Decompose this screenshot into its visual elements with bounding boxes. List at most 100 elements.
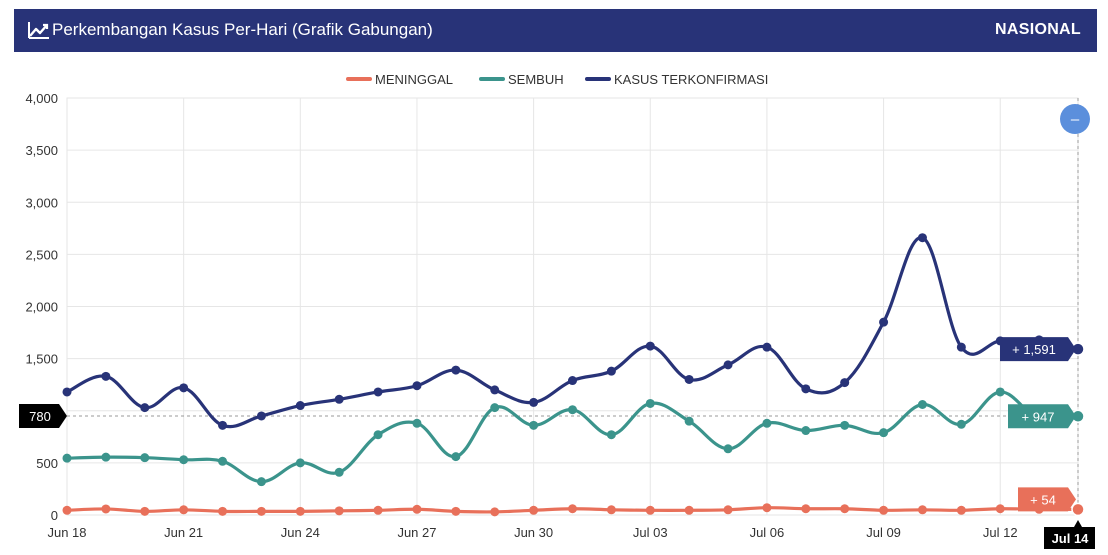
data-point-deaths[interactable] bbox=[645, 505, 655, 515]
value-tooltip-deaths bbox=[1018, 487, 1076, 512]
data-point-deaths[interactable] bbox=[412, 504, 422, 514]
data-point-deaths[interactable] bbox=[917, 505, 927, 515]
legend-label-confirmed[interactable]: KASUS TERKONFIRMASI bbox=[614, 72, 768, 87]
crosshair-x-badge bbox=[1044, 520, 1095, 549]
data-point-recovered[interactable] bbox=[334, 467, 344, 477]
line-chart-icon bbox=[28, 22, 49, 39]
data-point-confirmed[interactable] bbox=[568, 376, 577, 386]
data-point-deaths[interactable] bbox=[62, 505, 72, 515]
data-point-deaths[interactable] bbox=[1071, 502, 1085, 517]
data-point-confirmed[interactable] bbox=[606, 366, 616, 376]
data-point-deaths[interactable] bbox=[840, 504, 850, 514]
data-point-confirmed[interactable] bbox=[490, 385, 500, 395]
data-point-confirmed[interactable] bbox=[801, 384, 811, 394]
y-tick-label: 2,000 bbox=[25, 300, 58, 315]
crosshair-y-badge bbox=[19, 404, 67, 428]
data-point-recovered[interactable] bbox=[995, 387, 1005, 397]
data-point-confirmed[interactable] bbox=[840, 378, 850, 388]
data-point-recovered[interactable] bbox=[490, 403, 500, 413]
data-point-recovered[interactable] bbox=[723, 444, 733, 454]
data-point-deaths[interactable] bbox=[723, 505, 733, 515]
data-point-confirmed[interactable] bbox=[101, 371, 111, 381]
data-point-confirmed[interactable] bbox=[373, 387, 383, 397]
data-point-recovered[interactable] bbox=[101, 452, 111, 462]
data-point-recovered[interactable] bbox=[917, 399, 927, 409]
data-point-recovered[interactable] bbox=[256, 477, 266, 487]
data-point-confirmed[interactable] bbox=[218, 420, 228, 430]
data-point-deaths[interactable] bbox=[140, 506, 150, 516]
x-tick-label: Jul 06 bbox=[750, 525, 785, 540]
data-point-recovered[interactable] bbox=[840, 420, 850, 430]
minus-icon[interactable]: – bbox=[1071, 111, 1080, 128]
data-point-recovered[interactable] bbox=[801, 426, 811, 436]
data-point-deaths[interactable] bbox=[529, 505, 539, 515]
zoom-out-button[interactable] bbox=[1060, 104, 1090, 134]
data-point-recovered[interactable] bbox=[762, 418, 772, 428]
chart-title: Perkembangan Kasus Per-Hari (Grafik Gabu… bbox=[52, 20, 433, 39]
data-point-confirmed[interactable] bbox=[723, 360, 733, 370]
data-point-deaths[interactable] bbox=[490, 507, 500, 517]
data-point-recovered[interactable] bbox=[606, 430, 616, 440]
y-tick-label: 4,000 bbox=[25, 91, 58, 106]
data-point-deaths[interactable] bbox=[179, 505, 189, 515]
data-point-recovered[interactable] bbox=[140, 453, 150, 463]
data-point-confirmed[interactable] bbox=[529, 397, 539, 407]
data-point-confirmed[interactable] bbox=[140, 403, 150, 413]
data-point-recovered[interactable] bbox=[956, 419, 966, 429]
data-point-recovered[interactable] bbox=[684, 416, 694, 426]
y-tick-label: 3,000 bbox=[25, 195, 58, 210]
data-point-deaths[interactable] bbox=[801, 504, 811, 514]
legend-label-deaths[interactable]: MENINGGAL bbox=[375, 72, 453, 87]
data-point-deaths[interactable] bbox=[684, 505, 694, 515]
y-tick-label: 0 bbox=[51, 508, 58, 523]
data-point-confirmed[interactable] bbox=[451, 365, 461, 375]
data-point-recovered[interactable] bbox=[179, 455, 189, 465]
data-point-deaths[interactable] bbox=[101, 504, 111, 514]
data-point-confirmed[interactable] bbox=[684, 374, 694, 384]
x-tick-label: Jul 03 bbox=[633, 525, 668, 540]
data-point-recovered[interactable] bbox=[568, 405, 577, 415]
x-tick-label: Jun 18 bbox=[47, 525, 86, 540]
data-point-confirmed[interactable] bbox=[879, 317, 889, 327]
data-point-deaths[interactable] bbox=[995, 504, 1005, 514]
data-point-recovered[interactable] bbox=[529, 420, 539, 430]
data-point-deaths[interactable] bbox=[568, 504, 577, 514]
data-point-recovered[interactable] bbox=[62, 453, 72, 463]
data-point-confirmed[interactable] bbox=[956, 342, 966, 352]
data-point-confirmed[interactable] bbox=[645, 341, 655, 351]
data-point-confirmed[interactable] bbox=[334, 394, 344, 404]
series-line-confirmed bbox=[66, 236, 1079, 429]
data-point-deaths[interactable] bbox=[606, 505, 616, 515]
data-point-recovered[interactable] bbox=[373, 430, 383, 440]
data-point-confirmed[interactable] bbox=[295, 401, 305, 411]
data-point-recovered[interactable] bbox=[451, 452, 461, 462]
data-point-recovered[interactable] bbox=[412, 418, 422, 428]
data-point-deaths[interactable] bbox=[762, 503, 772, 513]
data-point-deaths[interactable] bbox=[451, 506, 461, 516]
data-point-deaths[interactable] bbox=[295, 506, 305, 516]
data-point-confirmed[interactable] bbox=[412, 381, 422, 391]
data-point-deaths[interactable] bbox=[334, 506, 344, 516]
value-tooltip-confirmed bbox=[1000, 337, 1076, 362]
data-point-deaths[interactable] bbox=[373, 505, 383, 515]
data-point-confirmed[interactable] bbox=[256, 411, 266, 421]
data-point-confirmed[interactable] bbox=[917, 233, 927, 243]
data-point-deaths[interactable] bbox=[956, 505, 966, 515]
data-point-deaths[interactable] bbox=[256, 506, 266, 516]
x-tick-label: Jun 27 bbox=[397, 525, 436, 540]
value-tooltip-text-recovered: + 947 bbox=[1022, 409, 1055, 424]
x-tick-label: Jun 24 bbox=[281, 525, 320, 540]
data-point-deaths[interactable] bbox=[218, 506, 228, 516]
data-point-recovered[interactable] bbox=[218, 456, 228, 466]
data-point-confirmed[interactable] bbox=[62, 387, 72, 397]
data-point-confirmed[interactable] bbox=[762, 342, 772, 352]
data-point-confirmed[interactable] bbox=[179, 383, 189, 393]
x-tick-label: Jun 21 bbox=[164, 525, 203, 540]
data-point-recovered[interactable] bbox=[645, 398, 655, 408]
y-tick-label: 1,500 bbox=[25, 352, 58, 367]
crosshair-x-label: Jul 14 bbox=[1052, 531, 1090, 546]
data-point-recovered[interactable] bbox=[879, 428, 889, 438]
data-point-recovered[interactable] bbox=[295, 458, 305, 468]
legend-label-recovered[interactable]: SEMBUH bbox=[508, 72, 564, 87]
data-point-deaths[interactable] bbox=[879, 505, 889, 515]
